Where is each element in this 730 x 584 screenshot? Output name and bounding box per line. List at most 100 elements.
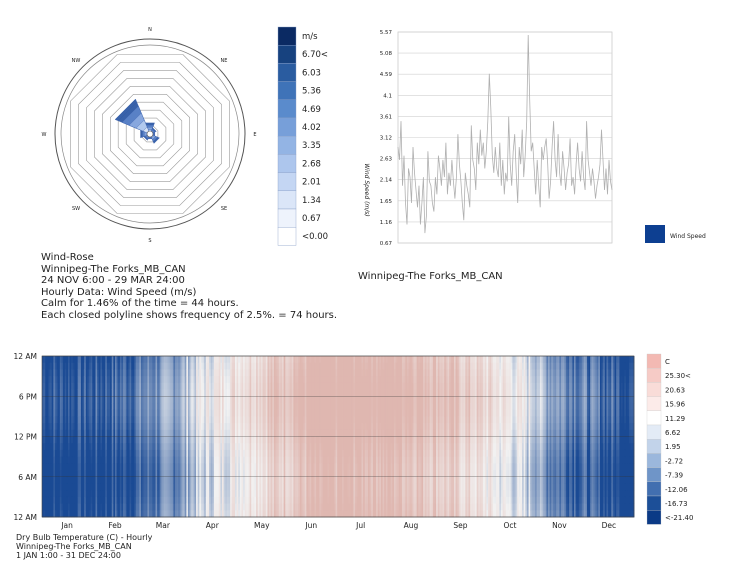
heat-cell xyxy=(48,396,51,404)
heat-cell xyxy=(368,369,371,377)
heat-cell xyxy=(238,362,241,370)
heat-cell xyxy=(353,376,356,384)
heat-cell xyxy=(301,382,304,390)
heat-cell xyxy=(103,396,106,404)
heat-cell xyxy=(152,369,155,377)
heat-cell xyxy=(152,463,155,471)
heat-cell xyxy=(236,416,239,424)
heat-cell xyxy=(200,376,203,384)
heat-cell xyxy=(346,503,349,511)
heat-cell xyxy=(200,356,203,364)
heat-cell xyxy=(244,369,247,377)
heat-cell xyxy=(340,443,343,451)
line-legend: Wind Speed xyxy=(645,225,706,243)
heat-cell xyxy=(80,416,83,424)
heat-cell xyxy=(87,416,90,424)
heat-cell xyxy=(275,503,278,511)
heat-cell xyxy=(103,483,106,491)
heat-cell xyxy=(228,463,231,471)
heat-cell xyxy=(131,356,134,364)
heat-cell xyxy=(236,362,239,370)
heat-cell xyxy=(158,483,161,491)
heat-cell xyxy=(74,470,77,478)
heat-cell xyxy=(264,490,267,498)
heat-cell xyxy=(92,409,95,417)
heat-cell xyxy=(278,376,281,384)
heat-cell xyxy=(230,510,233,518)
heat-cell xyxy=(184,429,187,437)
heat-cell xyxy=(53,456,56,464)
heat-cell xyxy=(265,476,268,484)
heat-cell xyxy=(301,436,304,444)
heat-cell xyxy=(179,503,182,511)
heat-cell xyxy=(356,423,359,431)
heat-cell xyxy=(124,496,127,504)
heat-cell xyxy=(215,483,218,491)
heat-cell xyxy=(114,443,118,451)
heat-cell xyxy=(303,369,306,377)
heat-cell xyxy=(257,356,260,364)
heat-cell xyxy=(116,382,119,390)
heat-cell xyxy=(298,396,301,404)
heat-cell xyxy=(61,456,64,464)
heat-cell xyxy=(218,376,221,384)
heat-cell xyxy=(364,416,367,424)
heat-cell xyxy=(158,416,161,424)
heat-cell xyxy=(80,443,83,451)
heat-cell xyxy=(233,376,236,384)
heat-cell xyxy=(155,402,158,411)
heat-cell xyxy=(152,483,155,491)
heat-cell xyxy=(144,416,147,424)
heat-cell xyxy=(106,376,109,384)
heat-cell xyxy=(90,416,93,424)
heat-cell xyxy=(223,496,226,504)
heat-cell xyxy=(121,423,124,431)
heat-cell xyxy=(311,429,314,437)
heat-cell xyxy=(127,436,130,444)
heat-cell xyxy=(123,356,126,364)
heat-cell xyxy=(371,409,374,417)
heat-cell xyxy=(332,483,335,491)
heat-cell xyxy=(295,423,298,431)
heat-cell xyxy=(67,416,70,424)
heat-cell xyxy=(157,490,160,498)
heat-cell xyxy=(84,369,87,377)
heat-cell xyxy=(155,490,158,498)
heat-cell xyxy=(260,409,263,417)
heat-cell xyxy=(80,356,83,364)
heat-cell xyxy=(76,470,79,478)
heat-cell xyxy=(80,409,83,417)
heat-cell xyxy=(243,389,246,397)
heat-cell xyxy=(140,362,143,370)
heat-cell xyxy=(314,416,317,424)
heat-cell xyxy=(355,396,358,404)
heat-cell xyxy=(59,470,62,478)
heat-cell xyxy=(149,409,152,417)
heat-cell xyxy=(50,503,53,511)
heat-cell xyxy=(273,382,276,390)
heat-cell xyxy=(53,396,56,404)
heat-cell xyxy=(320,490,323,498)
heat-cell xyxy=(236,402,239,411)
heat-cell xyxy=(230,470,233,478)
heat-cell xyxy=(187,483,190,491)
heat-cell xyxy=(350,470,353,478)
heat-cell xyxy=(256,356,259,364)
heat-cell xyxy=(217,389,220,397)
heat-cell xyxy=(226,483,229,491)
heat-cell xyxy=(304,356,307,364)
heat-cell xyxy=(314,490,317,498)
heat-cell xyxy=(324,423,327,431)
heat-cell xyxy=(132,429,135,437)
heat-cell xyxy=(355,510,358,518)
heat-cell xyxy=(217,402,220,411)
heat-cell xyxy=(346,449,349,458)
heat-cell xyxy=(212,436,215,444)
heat-cell xyxy=(262,490,265,498)
heat-cell xyxy=(165,423,168,431)
heat-cell xyxy=(126,429,129,437)
heat-cell xyxy=(346,443,349,451)
heat-cell xyxy=(364,423,367,431)
heat-cell xyxy=(324,416,327,424)
heat-cell xyxy=(173,443,176,451)
